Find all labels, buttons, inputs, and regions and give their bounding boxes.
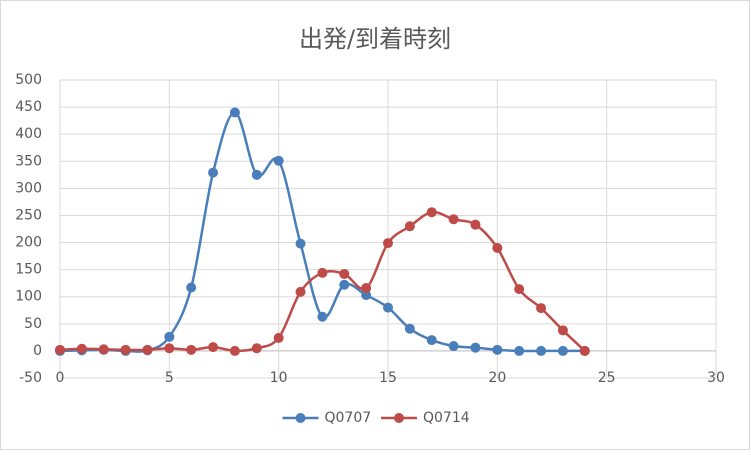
- y-tick-label: 250: [15, 207, 42, 223]
- point: [251, 169, 262, 180]
- y-tick-label: 100: [15, 289, 42, 305]
- legend-label: Q0707: [325, 410, 372, 426]
- point: [55, 344, 65, 355]
- point: [492, 242, 503, 253]
- x-tick-label: 5: [165, 370, 174, 386]
- point: [514, 284, 525, 295]
- point: [536, 345, 547, 356]
- x-tick-label: 0: [56, 370, 65, 386]
- y-tick-label: 400: [15, 126, 42, 142]
- point: [536, 303, 547, 314]
- point: [208, 342, 219, 353]
- point: [470, 219, 481, 230]
- point: [317, 267, 328, 278]
- x-tick-label: 20: [488, 370, 506, 386]
- legend-label: Q0714: [423, 410, 470, 426]
- x-tick-label: 10: [270, 370, 288, 386]
- point: [76, 343, 87, 354]
- point: [448, 341, 459, 352]
- point: [208, 167, 219, 178]
- point: [404, 323, 415, 334]
- point: [229, 107, 240, 118]
- point: [557, 345, 568, 356]
- x-tick-label: 25: [598, 370, 616, 386]
- chart-title: 出発/到着時刻: [299, 25, 451, 53]
- point: [492, 344, 503, 355]
- point: [273, 155, 284, 166]
- point: [295, 286, 306, 297]
- point: [404, 221, 415, 232]
- point: [164, 343, 175, 354]
- point: [426, 335, 437, 346]
- y-tick-label: 350: [15, 153, 42, 169]
- point: [164, 331, 175, 342]
- y-tick-label: 200: [15, 235, 42, 251]
- x-tick-label: 30: [707, 370, 725, 386]
- legend-marker: [394, 413, 404, 423]
- point: [229, 345, 240, 356]
- point: [317, 311, 328, 322]
- y-tick-label: 0: [33, 343, 42, 359]
- point: [273, 332, 284, 343]
- point: [383, 238, 393, 249]
- point: [120, 344, 131, 355]
- y-tick-label: 150: [15, 262, 42, 278]
- legend-marker: [295, 413, 306, 423]
- point: [339, 279, 350, 290]
- point: [514, 345, 525, 356]
- point: [98, 344, 109, 355]
- y-tick-label: 50: [24, 316, 42, 332]
- point: [339, 268, 350, 279]
- y-tick-label: -50: [19, 370, 42, 386]
- x-tick-label: 15: [379, 370, 397, 386]
- point: [361, 290, 372, 301]
- point: [470, 342, 481, 353]
- point: [295, 238, 306, 249]
- point: [448, 214, 459, 225]
- point: [361, 283, 372, 294]
- point: [142, 344, 153, 355]
- y-tick-label: 300: [15, 180, 42, 196]
- point: [383, 302, 393, 313]
- point: [579, 345, 590, 356]
- point: [426, 207, 437, 218]
- point: [557, 325, 568, 336]
- y-tick-label: 500: [15, 72, 42, 88]
- y-tick-label: 450: [15, 99, 42, 115]
- point: [186, 282, 197, 293]
- point: [186, 344, 197, 355]
- point: [251, 343, 262, 354]
